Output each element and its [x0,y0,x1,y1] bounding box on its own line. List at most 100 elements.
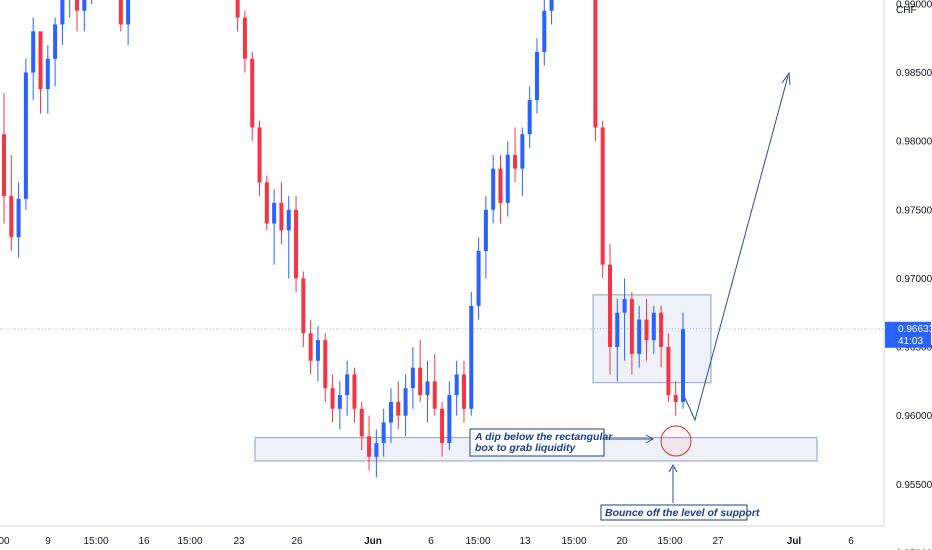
x-tick-label: 26 [291,536,303,547]
candle-body [476,250,481,306]
candle-body [235,0,240,18]
y-tick-label: 0.98500 [896,68,932,79]
candle-body [513,154,518,169]
candle-body [644,319,649,341]
zones [254,294,818,462]
candle-body [337,395,342,409]
candle-body [673,395,678,402]
candle-body [454,374,459,396]
x-tick-label: 13 [519,536,531,547]
candle-body [666,347,671,396]
y-tick-label: 0.99000 [896,0,932,10]
annotation-support-box[interactable] [600,504,748,521]
y-tick-label: 0.98000 [896,137,932,148]
candle-body [352,374,357,409]
x-tick-label: 16 [138,536,150,547]
y-tick-label: 0.95500 [896,480,932,491]
candle-body [418,367,423,396]
candle-body [593,0,598,128]
annotation-dip-text: A dip below the rectangular box to grab l… [474,431,613,454]
x-tick-label: 9 [45,536,51,547]
candle-body [403,388,408,416]
candle-body [264,182,269,224]
candle-body [1,134,7,197]
candle-body [440,408,445,444]
candle-body [637,319,642,354]
candle-body [75,0,80,11]
x-tick-label: Jul [787,536,802,547]
candle-body [272,202,277,224]
x-tick-label: 27 [712,536,724,547]
candle-body [505,154,510,203]
x-tick-label: 15:00 [465,536,490,547]
candle-body [53,24,58,59]
candle-body [527,99,532,135]
candle-body [242,17,247,59]
candle-body [469,305,474,409]
candle-body [345,374,350,396]
candle-body [629,298,634,354]
candle-body [126,0,131,25]
dip-highlight-circle[interactable] [660,425,692,457]
candle-body [651,312,656,341]
candle-body [301,278,306,334]
candle-body [615,312,620,348]
candle-body [45,58,50,89]
x-tick-label: 6 [848,536,854,547]
x-tick-label: 00 [0,536,10,547]
candles [1,0,686,478]
candle-body [323,340,328,389]
candle-body [330,388,335,409]
candle-body [279,202,284,231]
last-price-badge [885,321,931,348]
projection-arrowhead [781,71,791,86]
annotation-support-arrowhead [668,463,678,473]
y-tick-label: 0.95000 [896,548,932,550]
candle-body [600,127,605,265]
candle-body [396,401,401,416]
candle-body [82,0,87,11]
x-tick-label: 15:00 [177,536,202,547]
annotation-dip-box[interactable] [469,428,605,457]
x-tick-label: Jun [364,536,382,547]
candle-body [359,408,364,437]
candle-body [491,168,496,210]
last-price-countdown: 41:03 [898,336,923,347]
candle-body [294,209,299,279]
annotation-support-text: Bounce off the level of support [605,507,760,519]
candle-body [118,0,123,25]
candle-body [659,312,664,348]
y-tick-label: 0.96500 [896,343,932,354]
x-tick-label: 15:00 [561,536,586,547]
candle-body [542,10,547,52]
candle-body [38,31,43,89]
candle-body [315,340,320,361]
x-tick-label: 6 [428,536,434,547]
candle-body [447,395,452,444]
candle-body [680,329,686,402]
candle-body [60,0,65,25]
x-tick-label: 15:00 [83,536,108,547]
candle-body [410,367,415,389]
candle-body [534,51,539,100]
candle-body [250,58,255,128]
x-tick-label: 23 [233,536,245,547]
candle-body [308,333,313,361]
projection-path[interactable] [684,75,789,422]
currency-label: CHF [896,5,917,16]
candle-body [9,196,14,238]
x-tick-label: 15:00 [657,536,682,547]
candle-body [16,198,21,238]
y-tick-label: 0.97500 [896,205,932,216]
candle-body [367,436,372,457]
candle-body [461,374,466,409]
candle-body [549,0,554,11]
candle-body [425,381,430,396]
candle-body [483,209,488,251]
candle-body [257,127,262,183]
candle-body [388,401,393,423]
candle-body [432,381,437,409]
